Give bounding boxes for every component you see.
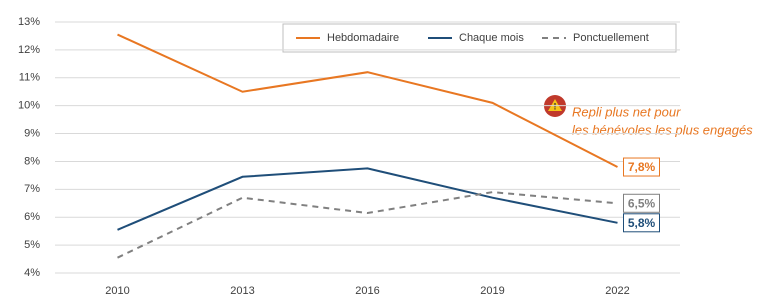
warning-triangle <box>548 99 562 111</box>
y-tick-label: 7% <box>24 183 40 195</box>
y-tick-label: 12% <box>18 44 40 56</box>
x-tick-label: 2016 <box>355 285 379 297</box>
value-label-box <box>623 213 660 233</box>
annotation: les bénévoles les plus engagés <box>572 122 753 137</box>
y-tick-label: 11% <box>19 72 40 84</box>
value-label-box <box>623 193 660 213</box>
legend-label: Hebdomadaire <box>327 32 399 44</box>
legend-label: Ponctuellement <box>573 32 649 44</box>
x-tick-label: 2013 <box>230 285 254 297</box>
y-tick-label: 13% <box>18 16 40 28</box>
y-tick-label: 5% <box>24 239 40 251</box>
series-line <box>117 191 618 259</box>
series-line <box>117 33 618 168</box>
value-label: 7,8% <box>628 160 656 174</box>
legend-label: Chaque mois <box>459 32 524 44</box>
y-tick-label: 4% <box>24 267 40 279</box>
y-tick-label: 9% <box>24 127 40 139</box>
warning-mark: ! <box>554 101 557 111</box>
y-tick-label: 8% <box>24 155 40 167</box>
value-label: 5,8% <box>628 216 656 230</box>
series-line <box>117 167 618 231</box>
annotation: Repli plus net pour <box>572 104 681 119</box>
value-label: 6,5% <box>628 196 656 210</box>
value-label-box <box>623 157 660 177</box>
x-tick-label: 2019 <box>480 285 504 297</box>
x-tick-label: 2010 <box>105 285 129 297</box>
legend-box <box>282 23 677 53</box>
y-tick-label: 6% <box>24 211 40 223</box>
y-tick-label: 10% <box>18 100 40 112</box>
x-tick-label: 2022 <box>605 285 629 297</box>
